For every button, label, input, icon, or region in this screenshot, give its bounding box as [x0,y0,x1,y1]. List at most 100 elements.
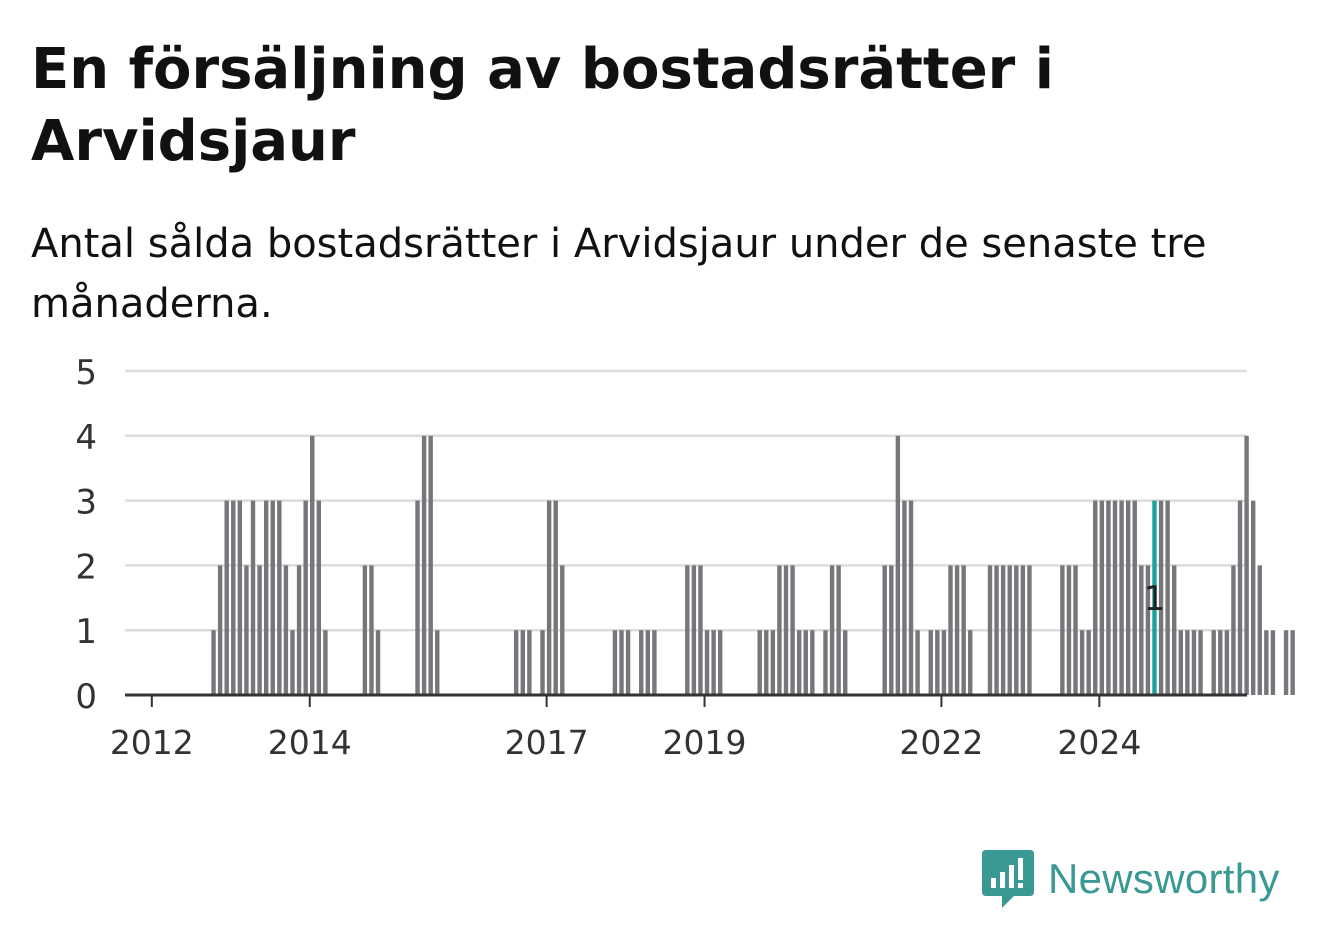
bar [1257,565,1262,695]
bar [1079,630,1085,695]
bar [1099,500,1105,695]
bar [935,630,940,695]
bar [625,630,631,695]
bar [1211,630,1216,695]
bar [520,630,525,695]
bar [1270,630,1276,695]
brand-logo: Newsworthy [980,848,1280,910]
bar [290,630,295,695]
bar [1224,630,1230,695]
bar [1231,565,1236,695]
bar [1145,565,1151,695]
bar [843,630,848,695]
bar [685,565,690,695]
bar [1086,630,1091,695]
bar [882,565,887,695]
bar [757,630,762,695]
bar [908,500,914,695]
bar [1178,630,1183,695]
x-tick-label: 2012 [110,723,194,762]
bar [1172,565,1177,695]
bar [1119,500,1124,695]
bar [711,630,716,695]
bar [415,500,420,695]
bar [704,630,710,695]
bar [1007,565,1012,695]
bar [718,630,723,695]
bar [257,565,262,695]
bar [303,500,308,695]
bar [1066,565,1072,695]
bar [1027,565,1032,695]
x-axis: 2012 2014 2017 2019 2022 2024 [110,693,1247,762]
bar [283,565,289,695]
bar [1158,500,1164,695]
bar [1264,630,1269,695]
bar [1060,565,1065,695]
y-tick-label: 3 [75,483,97,523]
bar [237,500,243,695]
bar [645,630,651,695]
bar [796,630,802,695]
bar [619,630,624,695]
bar [987,565,993,695]
bar [1014,565,1019,695]
newsworthy-icon [982,850,1034,908]
bar [514,630,519,695]
bar [691,565,697,695]
bar [323,630,328,695]
bar [1165,500,1170,695]
bar [369,565,374,695]
bar [211,630,216,695]
bar [889,565,894,695]
bar [270,500,275,695]
bar [1132,500,1137,695]
bar [902,500,907,695]
y-axis-ticks: 0 1 2 3 4 5 [75,353,97,717]
bar [895,435,901,695]
bar [652,630,657,695]
bar [1152,500,1157,695]
bar [296,565,302,695]
bar [968,630,973,695]
bar [1191,630,1197,695]
bar [764,630,769,695]
y-tick-label: 1 [75,612,97,652]
chart-bars [211,435,1295,695]
bar [803,630,808,695]
y-tick-label: 2 [75,547,97,587]
bar [553,500,558,695]
bar [1073,565,1078,695]
bar [310,435,315,695]
x-tick-label: 2024 [1057,723,1141,762]
bar [639,630,644,695]
bar [1020,565,1026,695]
bar [1250,500,1256,695]
bar [250,500,256,695]
highlight-value-label: 1 [1144,579,1166,619]
bar [698,565,703,695]
bar [435,630,440,695]
brand-name: Newsworthy [1048,855,1280,902]
bar [836,565,841,695]
bar [1139,565,1144,695]
bar [527,630,532,695]
bar [316,500,322,695]
x-tick-label: 2022 [899,723,983,762]
bar [770,630,776,695]
bar [790,565,795,695]
bar [546,500,552,695]
bar [1093,500,1098,695]
bar [1218,630,1223,695]
bar [1290,630,1295,695]
bar [961,565,966,695]
bar [362,565,368,695]
bar [375,630,381,695]
bar [244,565,249,695]
page-subtitle: Antal sålda bostadsrätter i Arvidsjaur u… [31,221,1207,327]
bar [777,565,782,695]
bar [829,565,835,695]
bar-chart: 0 1 2 3 4 5 2012 2014 2017 2019 2022 2024 1 [75,353,1295,762]
bar [1283,630,1289,695]
bar [928,630,933,695]
